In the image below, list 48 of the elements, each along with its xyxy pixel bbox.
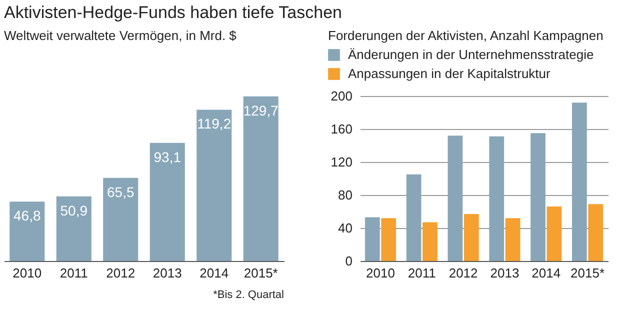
data-label: 65,5	[107, 184, 134, 200]
bar	[406, 174, 422, 261]
bar	[530, 133, 546, 261]
x-tick-label: 2015*	[244, 266, 278, 280]
bar	[546, 206, 562, 261]
data-label: 119,2	[197, 116, 232, 132]
chart-title: Aktivisten-Hedge-Funds haben tiefe Taschen	[4, 3, 342, 22]
y-tick-label: 0	[345, 254, 352, 268]
data-label: 46,8	[14, 208, 41, 224]
y-tick-label: 160	[330, 122, 352, 136]
bar	[56, 196, 92, 261]
x-tick-label: 2010	[12, 266, 42, 280]
legend-label: Anpassungen in der Kapitalstruktur	[348, 66, 552, 81]
bar	[150, 142, 185, 261]
y-tick-label: 40	[338, 220, 352, 236]
x-tick-label: 2011	[60, 266, 88, 280]
chart-subtitle: Weltweit verwaltete Vermögen, in Mrd. $	[4, 28, 238, 43]
bar	[381, 218, 396, 261]
x-tick-label: 2013	[152, 266, 182, 280]
text: *Bis 2. Quartal	[213, 289, 284, 301]
bar	[196, 110, 232, 261]
bar	[448, 136, 463, 261]
bar	[572, 102, 587, 261]
x-tick-label: 2012	[448, 266, 478, 280]
bar	[422, 222, 438, 261]
bar	[588, 204, 604, 261]
y-tick-label: 120	[330, 154, 352, 170]
x-tick-label: 2014	[532, 266, 561, 280]
chart-title: Forderungen der Aktivisten, Anzahl Kampagnen	[328, 28, 604, 43]
legend-label: Änderungen in der Unternehmensstrategie	[348, 47, 594, 62]
data-label: 50,9	[60, 202, 88, 218]
x-tick-label: 2015*	[570, 266, 604, 280]
data-label: 129,7	[243, 102, 279, 118]
bar	[10, 202, 45, 261]
bar	[505, 218, 520, 261]
y-tick-label: 200	[330, 88, 352, 104]
bar	[364, 217, 380, 261]
data-label: 93,1	[154, 148, 182, 165]
x-tick-label: 2013	[490, 266, 520, 280]
bar	[489, 136, 504, 261]
bar	[103, 178, 138, 261]
y-tick-label: 80	[338, 188, 352, 202]
bar	[464, 214, 479, 261]
bar	[243, 96, 278, 261]
x-tick-label: 2012	[106, 266, 136, 280]
x-tick-label: 2011	[408, 266, 436, 280]
x-tick-label: 2014	[200, 266, 229, 280]
x-tick-label: 2010	[366, 266, 395, 280]
